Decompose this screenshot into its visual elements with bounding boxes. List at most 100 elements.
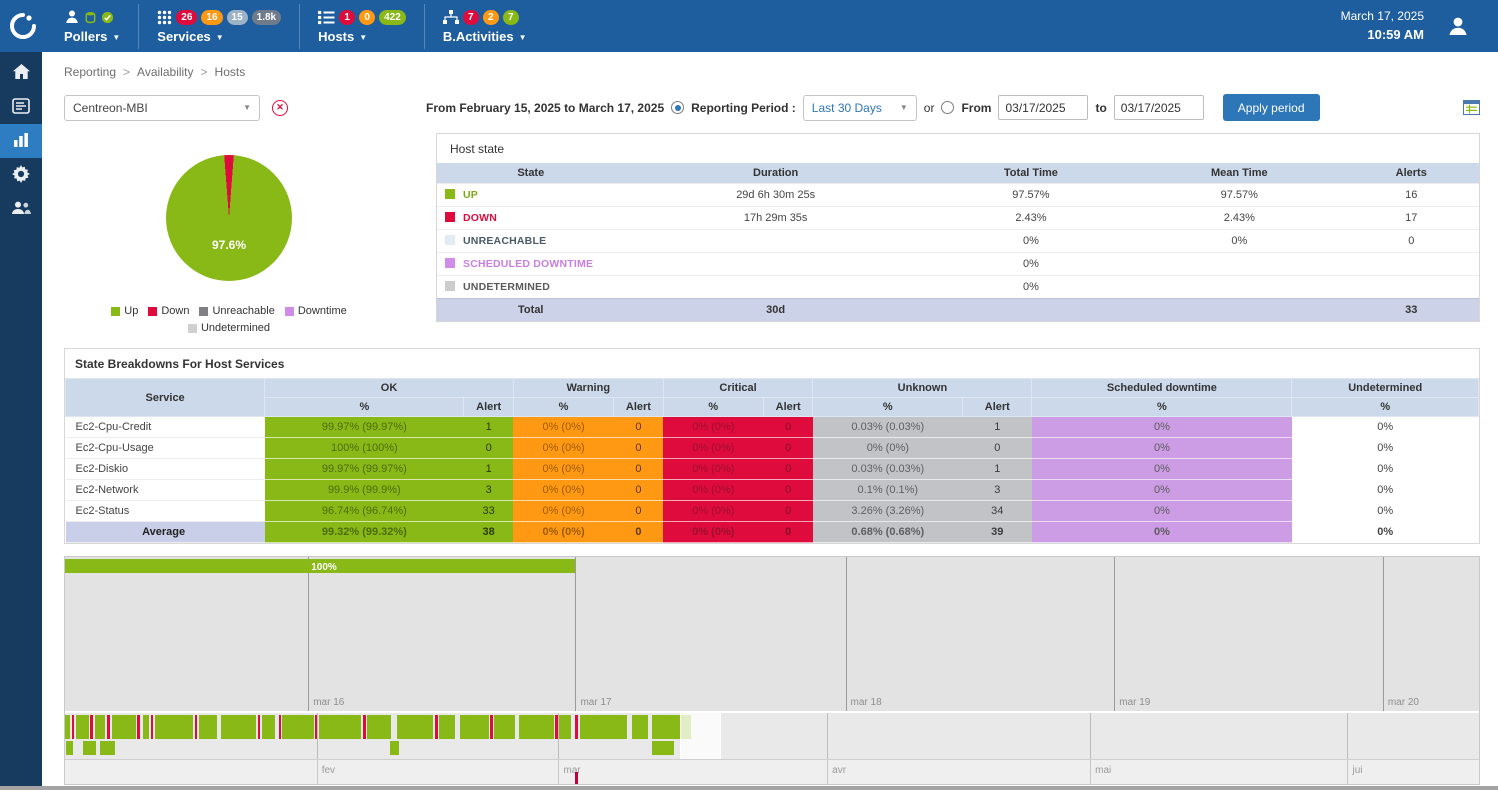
breadcrumb-availability[interactable]: Availability — [137, 65, 194, 79]
critical-alert-cell: 0 — [763, 458, 813, 480]
event-bar — [282, 715, 314, 739]
availability-segment: 100% — [308, 559, 576, 573]
timeline-tick-label: mar 16 — [313, 697, 345, 708]
timeline-tick-label: mar 17 — [580, 697, 612, 708]
event-bar — [459, 715, 490, 739]
event-bar — [397, 715, 433, 739]
unknown-alert-cell: 0 — [962, 437, 1032, 459]
timeline-brush-area[interactable] — [65, 713, 1479, 759]
mean-time-cell — [1135, 252, 1344, 276]
sidebar — [0, 52, 42, 790]
host-state-row: UNDETERMINED 0% — [437, 275, 1479, 299]
header-right: March 17, 2025 10:59 AM — [1341, 0, 1498, 52]
event-bar — [439, 715, 455, 739]
availability-timeline-chart: mar 16 mar 17 mar 18 mar 19 mar 20 100% — [65, 557, 1479, 711]
legend-swatch-unreachable — [199, 306, 209, 316]
bactivities-icon — [442, 9, 459, 25]
clear-filter-icon[interactable]: ✕ — [272, 99, 288, 116]
host-select[interactable]: Centreon-MBI ▼ — [64, 94, 260, 121]
host-state-row: UNREACHABLE 0% 0% 0 — [437, 229, 1479, 253]
hosts-count-badge[interactable]: 422 — [379, 9, 406, 25]
mean-time-cell: 97.57% — [1135, 183, 1344, 207]
hosts-count-badge[interactable]: 0 — [359, 9, 376, 25]
ok-pct-cell: 99.97% (99.97%) — [264, 416, 464, 438]
sidebar-item-configuration[interactable] — [0, 158, 42, 192]
breadcrumb-reporting[interactable]: Reporting — [64, 65, 117, 79]
reporting-period-select[interactable]: Last 30 Days ▼ — [802, 94, 917, 121]
reporting-period-radio[interactable] — [671, 101, 685, 114]
state-color-swatch — [445, 189, 455, 199]
sidebar-item-reporting[interactable] — [0, 124, 42, 158]
user-icon[interactable] — [1446, 14, 1470, 38]
warning-alert-cell: 0 — [613, 416, 664, 438]
timeline-axis-label: fev — [321, 765, 336, 776]
sidebar-item-home[interactable] — [0, 56, 42, 90]
or-label: or — [923, 100, 935, 115]
duration-cell — [624, 275, 927, 299]
alerts-cell: 16 — [1343, 183, 1479, 207]
timeline-selection-handle[interactable] — [680, 713, 722, 759]
warning-pct-cell: 0% (0%) — [513, 437, 614, 459]
event-bar — [75, 715, 90, 739]
legend-item-down: Down — [148, 305, 189, 317]
period-controls: From February 15, 2025 to March 17, 2025… — [426, 94, 1320, 121]
service-cell: Ec2-Cpu-Usage — [65, 437, 265, 459]
unknown-alert-cell: 1 — [962, 416, 1032, 438]
menu-bactivities[interactable]: 7 2 7 B.Activities ▼ — [423, 3, 545, 49]
event-bar — [111, 715, 136, 739]
current-date-marker — [575, 772, 579, 784]
export-icon[interactable] — [1463, 100, 1480, 115]
alerts-cell: 0 — [1343, 229, 1479, 253]
state-cell: UNREACHABLE — [437, 229, 625, 253]
col-sched-downtime: Scheduled downtime — [1031, 378, 1293, 398]
sidebar-item-monitoring[interactable] — [0, 90, 42, 124]
services-count-badge[interactable]: 26 — [176, 9, 198, 25]
pie-percent-label: 97.6% — [211, 238, 247, 253]
centreon-logo[interactable] — [0, 0, 46, 52]
event-bar — [363, 715, 366, 739]
bactivities-count-badge[interactable]: 7 — [502, 9, 519, 25]
bactivities-count-badge[interactable]: 7 — [462, 9, 479, 25]
menu-hosts[interactable]: 1 0 422 Hosts ▼ — [299, 3, 424, 49]
event-bar — [83, 741, 97, 755]
timeline-axis-label: jui — [1352, 765, 1363, 776]
timeline-panel: mar 16 mar 17 mar 18 mar 19 mar 20 100% fev ma… — [64, 556, 1480, 785]
breakdown-sub-header: % Alert % Alert % Alert % Alert % % — [66, 397, 1479, 417]
sched-downtime-pct-cell: 0% — [1031, 500, 1292, 522]
custom-period-radio[interactable] — [941, 101, 955, 114]
state-color-swatch — [445, 281, 455, 291]
services-count-badge[interactable]: 16 — [201, 9, 223, 25]
ok-alert-cell: 3 — [463, 479, 514, 501]
bactivities-count-badge[interactable]: 2 — [482, 9, 499, 25]
to-date-input[interactable] — [1113, 95, 1204, 120]
ok-pct-cell: 100% (100%) — [264, 437, 464, 459]
sched-downtime-pct-cell: 0% — [1031, 521, 1292, 543]
services-count-badge[interactable]: 1.8k — [251, 9, 282, 25]
warning-alert-cell: 0 — [613, 437, 664, 459]
total-time-cell: 0% — [926, 252, 1136, 276]
event-bar — [318, 715, 362, 739]
chevron-down-icon: ▼ — [359, 32, 368, 42]
event-bar — [278, 715, 282, 739]
from-date-input[interactable] — [998, 95, 1089, 120]
critical-alert-cell: 0 — [763, 479, 813, 501]
menu-pollers[interactable]: Pollers ▼ — [46, 4, 138, 49]
menu-services[interactable]: 26 16 15 1.8k Services ▼ — [138, 3, 299, 49]
services-icon — [157, 10, 172, 25]
event-bar — [579, 715, 627, 739]
breadcrumb-hosts[interactable]: Hosts — [214, 65, 246, 79]
sidebar-item-administration[interactable] — [0, 192, 42, 226]
hosts-count-badge[interactable]: 1 — [339, 9, 356, 25]
breakdown-row: Ec2-Network 99.9% (99.9%) 3 0% (0%) 0 0% (0%)… — [65, 479, 1479, 501]
sched-downtime-pct-cell: 0% — [1031, 416, 1292, 438]
reporting-icon — [13, 132, 29, 151]
critical-alert-cell: 0 — [763, 521, 813, 543]
chevron-down-icon: ▼ — [243, 103, 251, 112]
reporting-period-label: Reporting Period : — [691, 100, 796, 115]
alerts-cell — [1343, 252, 1479, 276]
state-cell: DOWN — [437, 206, 625, 230]
critical-alert-cell: 0 — [763, 500, 813, 522]
apply-period-button[interactable]: Apply period — [1222, 94, 1320, 121]
services-count-badge[interactable]: 15 — [226, 9, 248, 25]
legend-swatch-downtime — [284, 306, 294, 316]
